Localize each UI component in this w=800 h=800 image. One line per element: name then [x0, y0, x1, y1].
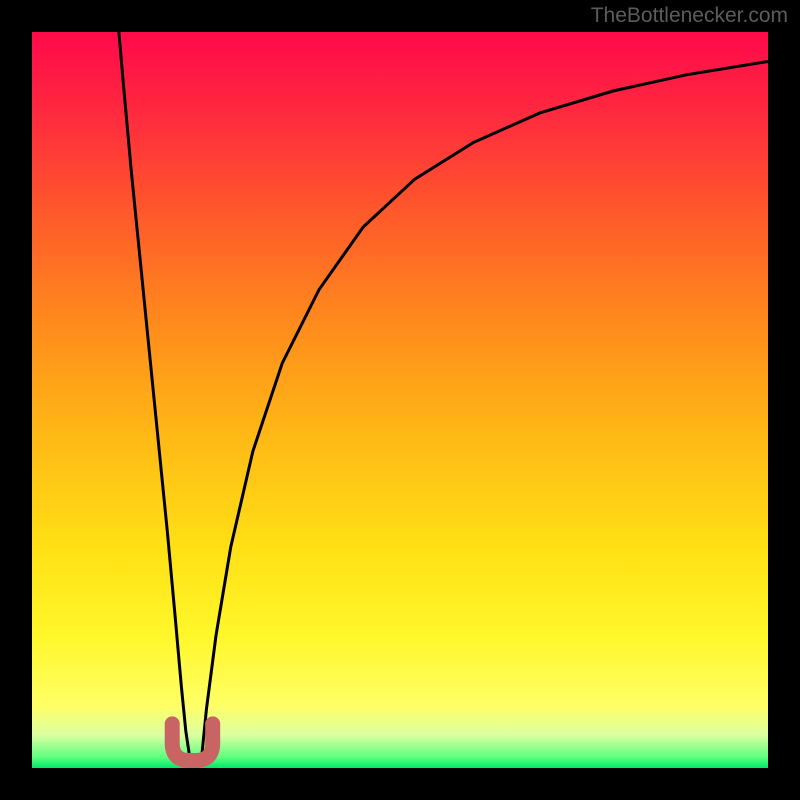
plot-svg [32, 32, 768, 768]
plot-area [32, 32, 768, 768]
bottleneck-curve [119, 32, 768, 761]
watermark-text: TheBottlenecker.com [591, 4, 788, 28]
notch-marker [172, 724, 212, 761]
